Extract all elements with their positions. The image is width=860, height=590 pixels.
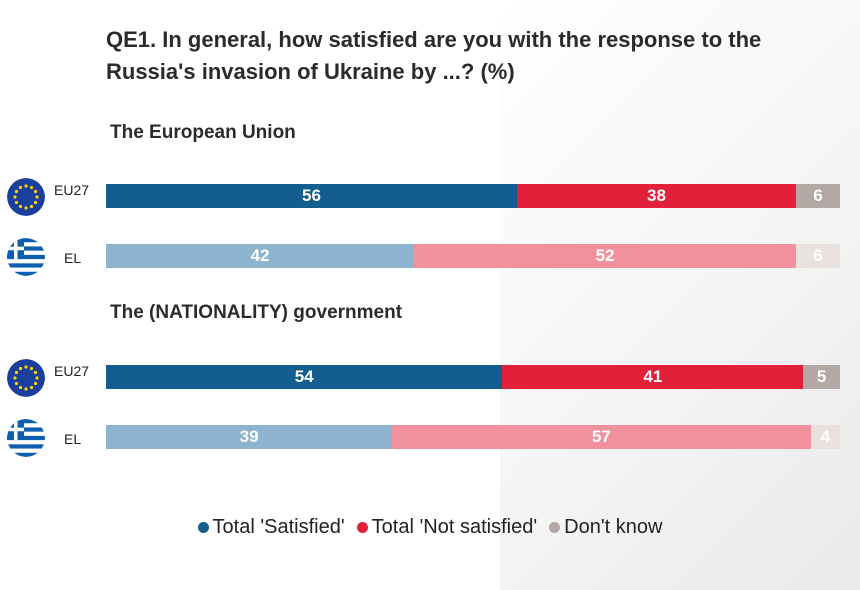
bar-segment-satisfied: 54 (106, 365, 503, 389)
chart-legend: Total 'Satisfied' Total 'Not satisfied' … (0, 516, 860, 539)
eu-flag-icon (7, 359, 45, 397)
bar-segment-not-satisfied: 52 (414, 244, 796, 268)
row-label: EU27 (54, 363, 90, 379)
row-gov-eu27: EU27 54 41 5 (0, 359, 860, 399)
bar-segment-satisfied: 39 (106, 425, 393, 449)
legend-item-not-satisfied: Total 'Not satisfied' (356, 516, 538, 539)
row-label: EU27 (54, 182, 90, 198)
legend-item-dont-know: Don't know (549, 516, 662, 539)
row-label: EL (64, 250, 82, 266)
row-eu-eu27: EU27 56 38 6 (0, 178, 860, 218)
eu-flag-icon (7, 178, 45, 216)
section-title-eu: The European Union (110, 122, 296, 143)
legend-label: Don't know (564, 516, 663, 538)
section-title-government: The (NATIONALITY) government (110, 302, 403, 323)
row-label: EL (64, 431, 82, 447)
bar-segment-not-satisfied: 41 (502, 365, 804, 389)
row-eu-el: EL 42 52 6 (0, 238, 860, 278)
greece-flag-icon (7, 419, 45, 457)
greece-flag-icon (7, 238, 45, 276)
bar-segment-dont-know: 6 (795, 184, 840, 208)
bar-segment-not-satisfied: 38 (517, 184, 796, 208)
legend-swatch (197, 522, 209, 533)
bar-segment-satisfied: 42 (106, 244, 415, 268)
bar-segment-satisfied: 56 (106, 184, 518, 208)
bar-segment-not-satisfied: 57 (392, 425, 811, 449)
bar-segment-dont-know: 5 (803, 365, 840, 389)
legend-item-satisfied: Total 'Satisfied' (197, 516, 345, 539)
background-map (500, 0, 860, 590)
bar-segment-dont-know: 6 (795, 244, 840, 268)
bar-segment-dont-know: 4 (810, 425, 840, 449)
legend-label: Total 'Satisfied' (212, 516, 345, 538)
legend-swatch (356, 522, 368, 533)
stacked-bar: 54 41 5 (106, 365, 840, 389)
stacked-bar: 56 38 6 (106, 184, 840, 208)
row-gov-el: EL 39 57 4 (0, 419, 860, 459)
legend-swatch (549, 522, 561, 533)
stacked-bar: 42 52 6 (106, 244, 840, 268)
stacked-bar: 39 57 4 (106, 425, 840, 449)
chart-title: QE1. In general, how satisfied are you w… (106, 27, 762, 84)
legend-label: Total 'Not satisfied' (371, 516, 538, 538)
